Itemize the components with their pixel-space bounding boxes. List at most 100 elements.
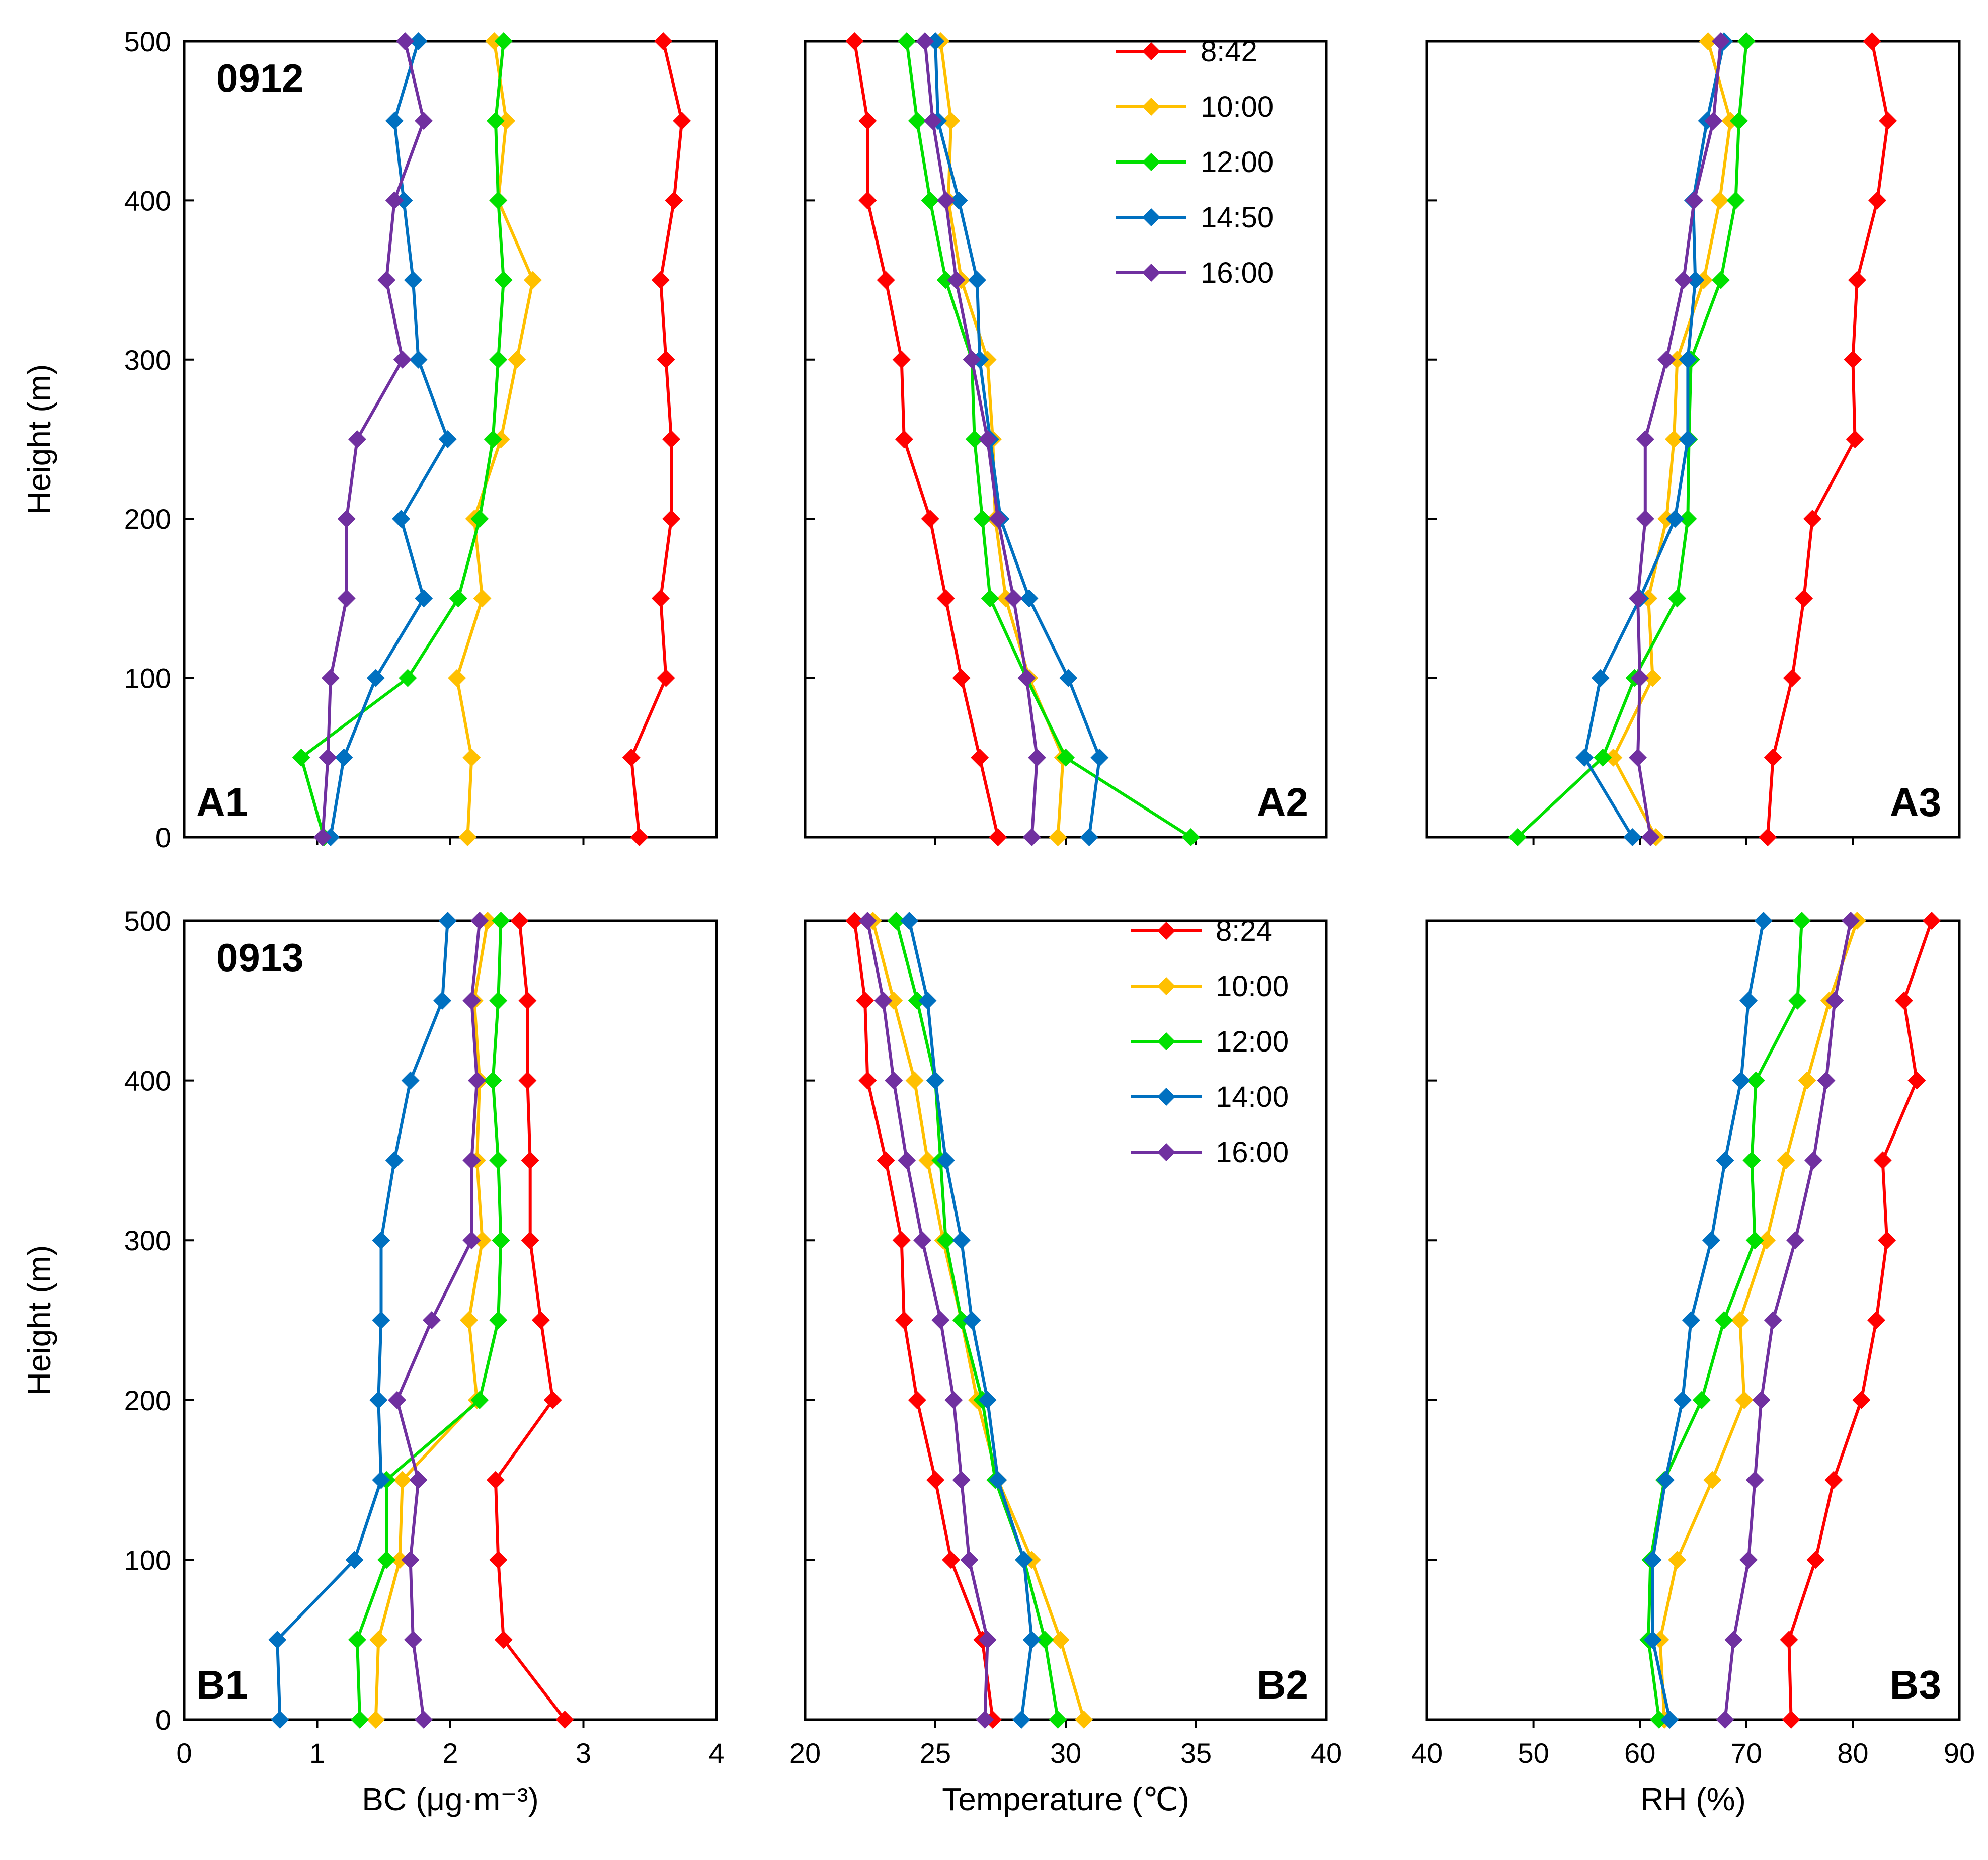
data-point: [1742, 1151, 1761, 1170]
data-point: [1682, 1311, 1700, 1329]
data-point: [348, 430, 366, 448]
data-point: [651, 271, 670, 289]
plot-frame: [1425, 919, 1961, 1721]
data-point: [448, 669, 466, 687]
data-point: [399, 669, 417, 687]
data-point: [936, 589, 955, 608]
legend-label: 10:00: [1216, 970, 1289, 1003]
data-point: [947, 271, 966, 289]
x-tick-label: 35: [1180, 1737, 1212, 1769]
data-point: [1739, 1551, 1758, 1569]
data-point: [1641, 828, 1660, 846]
data-point: [489, 350, 508, 369]
series-1200-a3: [1508, 32, 1756, 846]
series-1600-b2: [858, 912, 997, 1729]
data-point: [377, 1551, 396, 1569]
date-label: 0913: [216, 935, 304, 980]
series-842-a3: [1759, 32, 1897, 846]
data-point: [543, 1391, 562, 1409]
data-point: [1803, 510, 1821, 528]
data-point: [1764, 1311, 1782, 1329]
data-point: [401, 1071, 420, 1090]
data-point: [858, 191, 877, 210]
data-point: [497, 112, 516, 130]
data-point: [268, 1631, 287, 1649]
x-tick-label: 60: [1624, 1737, 1655, 1769]
data-point: [1764, 748, 1782, 767]
series-1600-a1: [313, 32, 433, 846]
data-point: [1739, 991, 1758, 1010]
data-point: [949, 191, 968, 210]
data-point: [952, 1311, 971, 1329]
x-tick-label: 30: [1050, 1737, 1081, 1769]
legend-swatch-marker: [1157, 1032, 1175, 1050]
data-point: [1051, 1631, 1070, 1649]
x-tick-label: 40: [1411, 1737, 1443, 1769]
data-point: [1852, 1391, 1871, 1409]
data-point: [1726, 191, 1745, 210]
data-point: [1664, 430, 1683, 448]
legend: 8:24 10:00 12:00 14:00 16:00: [1131, 915, 1289, 1169]
legend-item: 16:00: [1116, 257, 1274, 289]
x-axis-label: BC (μg·m⁻³): [362, 1781, 539, 1817]
legend-swatch-marker: [1142, 208, 1160, 226]
data-point: [963, 350, 981, 369]
data-point: [662, 430, 681, 448]
data-point: [348, 1631, 366, 1649]
data-point: [936, 271, 955, 289]
legend-item: 10:00: [1116, 91, 1274, 123]
data-point: [404, 1631, 422, 1649]
data-point: [467, 1071, 486, 1090]
data-point: [409, 1471, 428, 1489]
data-point: [952, 1231, 971, 1250]
data-point: [1878, 1231, 1896, 1250]
data-point: [1804, 1151, 1823, 1170]
data-point: [898, 32, 916, 50]
data-point: [858, 112, 877, 130]
legend-item: 12:00: [1131, 1025, 1289, 1058]
data-point: [662, 510, 681, 528]
data-point: [523, 271, 542, 289]
data-point: [1754, 912, 1773, 930]
data-point: [978, 1631, 997, 1649]
x-axis-label: Temperature (℃): [942, 1781, 1189, 1817]
data-point: [1737, 32, 1756, 50]
data-point: [1080, 828, 1098, 846]
data-point: [942, 112, 961, 130]
data-point: [1922, 912, 1941, 930]
data-point: [1746, 1071, 1765, 1090]
data-point: [858, 1071, 877, 1090]
data-point: [892, 1231, 911, 1250]
data-point: [622, 748, 641, 767]
data-point: [518, 991, 537, 1010]
panel-label: B3: [1890, 1662, 1941, 1707]
data-point: [392, 510, 411, 528]
data-point: [388, 1391, 407, 1409]
data-point: [313, 828, 332, 846]
data-point: [1666, 510, 1685, 528]
data-point: [1732, 1071, 1751, 1090]
data-point: [1685, 191, 1704, 210]
data-point: [1795, 589, 1813, 608]
data-point: [1028, 748, 1047, 767]
data-point: [319, 748, 337, 767]
data-point: [489, 1551, 508, 1569]
data-point: [1604, 748, 1623, 767]
data-point: [895, 1311, 913, 1329]
data-point: [366, 1711, 385, 1729]
series-1400-b2: [900, 912, 1041, 1729]
data-point: [415, 589, 433, 608]
data-point: [1636, 430, 1654, 448]
data-point: [521, 1151, 539, 1170]
data-point: [657, 350, 675, 369]
data-point: [1777, 1151, 1795, 1170]
data-point: [394, 191, 413, 210]
data-point: [470, 510, 489, 528]
data-point: [1894, 991, 1913, 1010]
data-point: [885, 991, 903, 1010]
x-tick-label: 80: [1837, 1737, 1868, 1769]
data-point: [926, 1471, 944, 1489]
legend-swatch-marker: [1142, 42, 1160, 60]
data-point: [1758, 1231, 1776, 1250]
series-1600-a2: [916, 32, 1047, 846]
